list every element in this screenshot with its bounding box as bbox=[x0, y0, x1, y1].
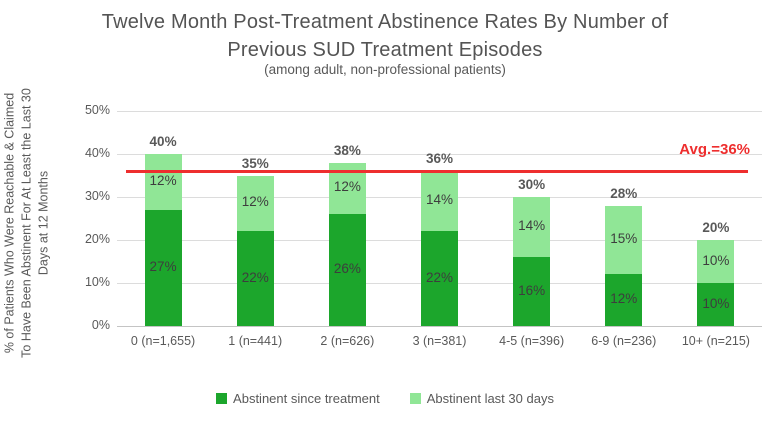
stacked-bar bbox=[513, 197, 551, 326]
bar-total-label: 35% bbox=[241, 155, 269, 171]
stacked-bar bbox=[144, 154, 182, 326]
legend-swatch bbox=[216, 393, 228, 404]
y-axis-tick: 0% bbox=[91, 318, 110, 332]
bar-segment-since-treatment bbox=[513, 257, 551, 326]
stacked-bar bbox=[697, 240, 735, 326]
legend-item: Abstinent last 30 days bbox=[409, 391, 554, 406]
stacked-bar bbox=[421, 171, 458, 326]
chart-subtitle: (among adult, non-professional patients) bbox=[264, 62, 506, 77]
bar-total-label: 38% bbox=[333, 142, 361, 158]
x-axis-label: 1 (n=441) bbox=[228, 334, 283, 348]
y-axis-tick: 10% bbox=[84, 275, 110, 289]
y-axis-tick: 50% bbox=[84, 103, 110, 117]
segment-label-since-treatment: 10% bbox=[702, 295, 730, 311]
x-axis-label: 0 (n=1,655) bbox=[130, 334, 196, 348]
y-axis-tick: 20% bbox=[84, 232, 110, 246]
y-axis-tick: 30% bbox=[84, 189, 110, 203]
segment-label-since-treatment: 22% bbox=[425, 269, 454, 285]
chart-title: Twelve Month Post-Treatment Abstinence R… bbox=[0, 8, 770, 64]
bar-total-label: 28% bbox=[610, 185, 638, 201]
bar-segment-since-treatment bbox=[697, 283, 735, 326]
bar-segment-since-treatment bbox=[236, 231, 274, 326]
gridline bbox=[117, 153, 762, 155]
segment-label-since-treatment: 12% bbox=[610, 291, 638, 307]
gridline bbox=[117, 110, 762, 112]
segment-label-since-treatment: 27% bbox=[149, 258, 177, 274]
bar-total-label: 40% bbox=[149, 134, 177, 149]
bar-total-label: 36% bbox=[425, 151, 454, 167]
x-axis-label: 6-9 (n=236) bbox=[591, 334, 657, 348]
legend-item: Abstinent since treatment bbox=[216, 391, 380, 406]
stacked-bar bbox=[328, 162, 366, 326]
x-axis-label: 4-5 (n=396) bbox=[499, 334, 565, 348]
stacked-bar bbox=[236, 175, 274, 326]
segment-label-since-treatment: 16% bbox=[518, 282, 546, 298]
legend-label: Abstinent since treatment bbox=[233, 391, 380, 406]
segment-label-since-treatment: 26% bbox=[333, 261, 361, 277]
x-axis-label: 2 (n=626) bbox=[320, 334, 375, 348]
x-axis-label: 3 (n=381) bbox=[412, 334, 467, 348]
chart-title-line1: Twelve Month Post-Treatment Abstinence R… bbox=[101, 11, 669, 33]
segment-label-last-30-days: 12% bbox=[241, 194, 269, 210]
segment-label-last-30-days: 14% bbox=[425, 192, 454, 208]
segment-label-last-30-days: 14% bbox=[518, 218, 546, 234]
legend-label: Abstinent last 30 days bbox=[426, 391, 554, 406]
legend: Abstinent since treatment Abstinent last … bbox=[0, 391, 770, 406]
average-line-label: Avg.=36% bbox=[679, 141, 750, 158]
segment-label-last-30-days: 12% bbox=[149, 172, 177, 188]
segment-label-last-30-days: 15% bbox=[610, 231, 638, 246]
bar-total-label: 20% bbox=[702, 220, 730, 235]
bar-total-label: 30% bbox=[518, 177, 546, 192]
legend-swatch bbox=[409, 393, 421, 404]
bar-segment-since-treatment bbox=[328, 214, 366, 326]
bar-segment-since-treatment bbox=[605, 274, 643, 326]
stacked-bar bbox=[605, 205, 643, 326]
segment-label-since-treatment: 22% bbox=[241, 269, 269, 285]
gridline bbox=[117, 325, 762, 327]
segment-label-last-30-days: 10% bbox=[702, 252, 730, 268]
x-axis-label: 10+ (n=215) bbox=[681, 334, 750, 348]
segment-label-last-30-days: 12% bbox=[333, 179, 361, 195]
average-line bbox=[126, 169, 748, 173]
bar-segment-since-treatment bbox=[144, 209, 182, 326]
y-axis-tick: 40% bbox=[84, 146, 110, 160]
bar-segment-since-treatment bbox=[421, 231, 458, 326]
chart-title-line2: Previous SUD Treatment Episodes bbox=[227, 39, 543, 61]
